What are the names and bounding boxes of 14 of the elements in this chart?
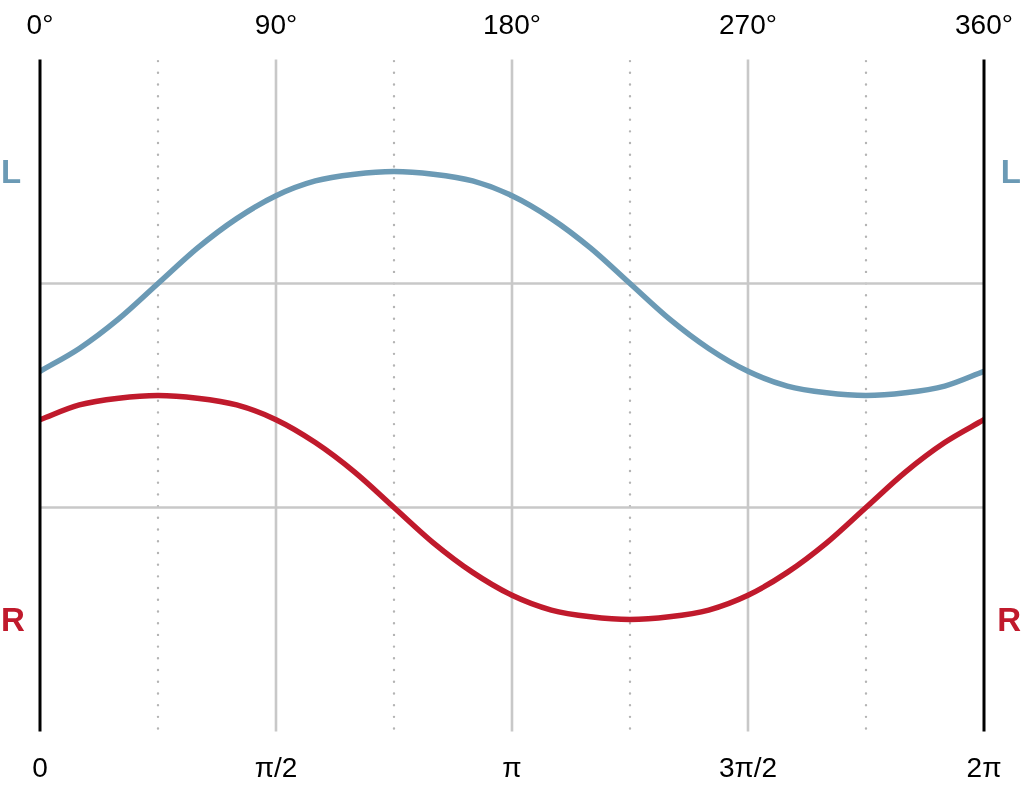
text: L bbox=[1, 153, 22, 191]
x2-tick-label: 180° bbox=[483, 8, 541, 40]
x-tick-label: 3π/2 bbox=[718, 751, 778, 783]
x2-tick-label: 0° bbox=[26, 8, 54, 40]
text: R bbox=[997, 601, 1022, 639]
x2-tick-label: 360° bbox=[955, 8, 1013, 40]
text: R bbox=[1, 601, 25, 639]
x2-tick-label: 90° bbox=[254, 8, 298, 40]
text: L bbox=[1000, 153, 1021, 191]
x-tick-label: 2π bbox=[966, 751, 1002, 783]
x2-tick-label: 270° bbox=[719, 8, 777, 40]
x-tick-label: π bbox=[502, 751, 522, 783]
x-tick-label: 0 bbox=[32, 751, 48, 783]
x-tick-label: π/2 bbox=[254, 751, 298, 783]
